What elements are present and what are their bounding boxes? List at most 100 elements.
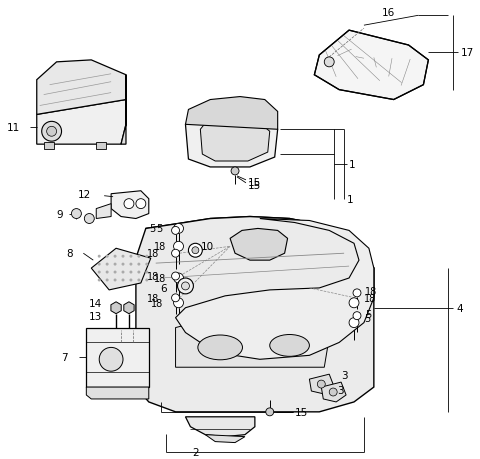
Circle shape <box>106 271 108 274</box>
Text: 18: 18 <box>147 293 159 303</box>
Polygon shape <box>86 328 149 387</box>
Polygon shape <box>176 219 374 359</box>
Polygon shape <box>314 31 428 101</box>
Circle shape <box>98 279 101 282</box>
Circle shape <box>121 263 124 266</box>
Text: 4: 4 <box>456 303 463 313</box>
Polygon shape <box>185 417 255 437</box>
Text: 2: 2 <box>192 447 199 457</box>
Circle shape <box>84 214 94 224</box>
Circle shape <box>137 271 140 274</box>
Circle shape <box>98 271 101 274</box>
Circle shape <box>353 312 361 320</box>
Polygon shape <box>310 375 334 394</box>
Polygon shape <box>37 61 126 115</box>
Circle shape <box>349 298 359 308</box>
Polygon shape <box>230 229 288 261</box>
Circle shape <box>130 255 132 258</box>
Circle shape <box>121 255 124 258</box>
Circle shape <box>124 199 134 209</box>
Circle shape <box>114 255 117 258</box>
Circle shape <box>121 271 124 274</box>
Circle shape <box>98 263 101 266</box>
Polygon shape <box>91 249 151 290</box>
Text: 17: 17 <box>461 48 474 58</box>
Circle shape <box>329 388 337 396</box>
Circle shape <box>114 279 117 282</box>
Circle shape <box>145 271 148 274</box>
Text: 6: 6 <box>161 283 168 293</box>
Text: 8: 8 <box>67 249 73 259</box>
Circle shape <box>137 263 140 266</box>
Circle shape <box>130 263 132 266</box>
Text: 7: 7 <box>61 353 68 363</box>
Text: 9: 9 <box>57 209 63 219</box>
Circle shape <box>178 279 193 294</box>
Text: 14: 14 <box>89 298 103 308</box>
Text: 11: 11 <box>7 123 20 133</box>
Text: 18: 18 <box>151 298 163 308</box>
Text: 5: 5 <box>365 309 371 319</box>
Circle shape <box>42 122 61 142</box>
Polygon shape <box>96 143 106 150</box>
Polygon shape <box>44 143 54 150</box>
Circle shape <box>98 255 101 258</box>
Circle shape <box>349 318 359 328</box>
Text: 10: 10 <box>200 242 214 252</box>
Circle shape <box>353 289 361 297</box>
Polygon shape <box>121 76 126 145</box>
Circle shape <box>266 408 274 416</box>
Circle shape <box>174 298 183 308</box>
Circle shape <box>174 274 183 283</box>
Circle shape <box>171 273 180 280</box>
Circle shape <box>137 279 140 282</box>
Circle shape <box>106 263 108 266</box>
Text: 3: 3 <box>337 385 344 395</box>
Text: 12: 12 <box>77 189 91 199</box>
Circle shape <box>317 381 325 388</box>
Circle shape <box>106 255 108 258</box>
Circle shape <box>171 294 180 302</box>
Text: 18: 18 <box>154 242 166 252</box>
Circle shape <box>192 247 199 254</box>
Circle shape <box>130 271 132 274</box>
Ellipse shape <box>270 335 310 357</box>
Circle shape <box>145 255 148 258</box>
Text: 1: 1 <box>347 194 354 204</box>
Text: 15: 15 <box>248 180 261 190</box>
Circle shape <box>136 199 146 209</box>
Polygon shape <box>96 204 111 219</box>
Polygon shape <box>200 118 270 162</box>
Text: 18: 18 <box>147 271 159 281</box>
Polygon shape <box>124 302 134 314</box>
Circle shape <box>231 168 239 175</box>
Circle shape <box>130 279 132 282</box>
Text: 3: 3 <box>341 370 348 381</box>
Polygon shape <box>111 302 121 314</box>
Circle shape <box>99 347 123 371</box>
Circle shape <box>171 227 180 235</box>
Polygon shape <box>176 313 329 367</box>
Circle shape <box>114 271 117 274</box>
Polygon shape <box>185 97 277 130</box>
Polygon shape <box>205 435 245 442</box>
Circle shape <box>72 209 82 219</box>
Polygon shape <box>185 110 277 168</box>
Polygon shape <box>86 387 149 399</box>
Circle shape <box>145 263 148 266</box>
Polygon shape <box>146 217 374 359</box>
Circle shape <box>174 224 183 234</box>
Polygon shape <box>136 217 374 412</box>
Polygon shape <box>111 191 149 219</box>
Circle shape <box>181 282 190 290</box>
Polygon shape <box>37 101 126 145</box>
Circle shape <box>145 279 148 282</box>
Text: 5: 5 <box>149 224 155 234</box>
Polygon shape <box>321 382 346 402</box>
Ellipse shape <box>198 335 242 360</box>
Circle shape <box>121 279 124 282</box>
Circle shape <box>114 263 117 266</box>
Text: 18: 18 <box>154 274 166 283</box>
Circle shape <box>47 127 57 137</box>
Text: 15: 15 <box>295 407 308 417</box>
